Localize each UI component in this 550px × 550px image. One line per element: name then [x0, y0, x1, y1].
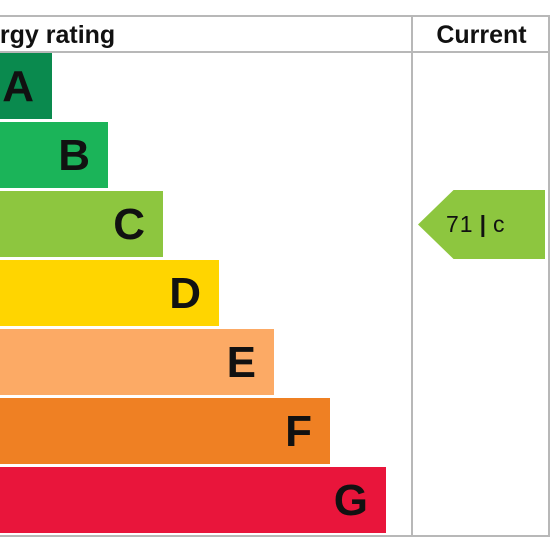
band-b: B — [0, 122, 108, 188]
column-divider — [411, 15, 413, 537]
current-rating-separator: | — [479, 211, 488, 237]
header-divider — [0, 51, 550, 53]
current-header: Current — [436, 21, 527, 49]
band-f: F — [0, 398, 330, 464]
band-e: E — [0, 329, 274, 395]
current-rating-letter: c — [493, 211, 506, 237]
band-g: G — [0, 467, 386, 533]
chart-frame — [0, 15, 550, 537]
band-c: C — [0, 191, 163, 257]
current-rating-value: 71 — [446, 211, 474, 237]
energy-rating-header: ergy rating — [0, 21, 116, 49]
band-d: D — [0, 260, 219, 326]
band-a: A — [0, 53, 52, 119]
